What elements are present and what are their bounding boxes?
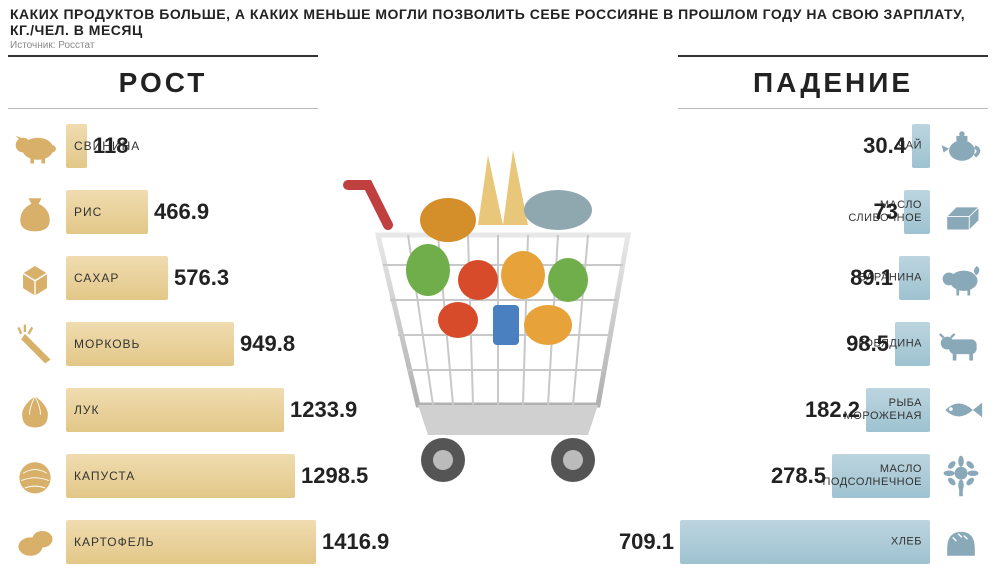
product-label: КАПУСТА (66, 469, 146, 483)
product-value: 118 (93, 133, 129, 159)
decline-row: 182.2 РЫБАМОРОЖЕНАЯ (678, 379, 988, 441)
bar-track: МОРКОВЬ 949.8 (66, 322, 318, 366)
content-area: РОСТ СВИНИНА 118 РИС 466.9 (0, 55, 1000, 575)
decline-rows: 30.4 ЧАЙ 73 МАСЛОСЛИВОЧНОЕ 89.1 БАРАНИНА… (678, 115, 988, 575)
product-label: МОРКОВЬ (66, 337, 146, 351)
decline-row: 278.5 МАСЛОПОДСОЛНЕЧНОЕ (678, 445, 988, 507)
bar-track: САХАР 576.3 (66, 256, 318, 300)
bar-track: 182.2 РЫБАМОРОЖЕНАЯ (678, 388, 930, 432)
product-value: 30.4 (863, 133, 906, 159)
product-value: 98.5 (846, 331, 889, 357)
bar-track: 709.1 ХЛЕБ (678, 520, 930, 564)
pig-icon (8, 119, 62, 173)
bar-track: КАПУСТА 1298.5 (66, 454, 318, 498)
page-title: КАКИХ ПРОДУКТОВ БОЛЬШЕ, А КАКИХ МЕНЬШЕ М… (0, 0, 1000, 40)
carrot-icon (8, 317, 62, 371)
bread-icon (934, 515, 988, 569)
growth-column: РОСТ СВИНИНА 118 РИС 466.9 (8, 55, 318, 575)
bar-track: 98.5 ГОВЯДИНА (678, 322, 930, 366)
growth-row: МОРКОВЬ 949.8 (8, 313, 318, 375)
sunflower-icon (934, 449, 988, 503)
bar-track: 89.1 БАРАНИНА (678, 256, 930, 300)
onion-icon (8, 383, 62, 437)
fish-icon (934, 383, 988, 437)
cube-icon (8, 251, 62, 305)
product-value: 466.9 (154, 199, 209, 225)
bar-track: КАРТОФЕЛЬ 1416.9 (66, 520, 318, 564)
decline-row: 73 МАСЛОСЛИВОЧНОЕ (678, 181, 988, 243)
growth-rows: СВИНИНА 118 РИС 466.9 САХАР 576.3 (8, 115, 318, 575)
decline-row: 89.1 БАРАНИНА (678, 247, 988, 309)
product-label: КАРТОФЕЛЬ (66, 535, 154, 549)
product-label: САХАР (66, 271, 146, 285)
growth-row: СВИНИНА 118 (8, 115, 318, 177)
growth-row: САХАР 576.3 (8, 247, 318, 309)
sack-icon (8, 185, 62, 239)
product-label: ЛУК (66, 403, 146, 417)
product-value: 949.8 (240, 331, 295, 357)
bar-track: РИС 466.9 (66, 190, 318, 234)
decline-row: 709.1 ХЛЕБ (678, 511, 988, 573)
growth-heading: РОСТ (8, 55, 318, 109)
teapot-icon (934, 119, 988, 173)
cart-column (318, 55, 678, 575)
shopping-cart-icon (328, 105, 668, 525)
product-value: 278.5 (771, 463, 826, 489)
product-label: МАСЛОПОДСОЛНЕЧНОЕ (823, 463, 922, 489)
growth-row: КАПУСТА 1298.5 (8, 445, 318, 507)
product-value: 89.1 (850, 265, 893, 291)
cabbage-icon (8, 449, 62, 503)
butter-icon (934, 185, 988, 239)
growth-row: КАРТОФЕЛЬ 1416.9 (8, 511, 318, 573)
product-label: РИС (66, 205, 146, 219)
product-value: 1416.9 (322, 529, 389, 555)
decline-row: 30.4 ЧАЙ (678, 115, 988, 177)
bar-track: 278.5 МАСЛОПОДСОЛНЕЧНОЕ (678, 454, 930, 498)
sheep-icon (934, 251, 988, 305)
product-label: ХЛЕБ (891, 535, 922, 548)
potato-icon (8, 515, 62, 569)
bar-track: СВИНИНА 118 (66, 124, 318, 168)
growth-row: РИС 466.9 (8, 181, 318, 243)
decline-row: 98.5 ГОВЯДИНА (678, 313, 988, 375)
product-value: 1233.9 (290, 397, 357, 423)
source-label: Источник: Росстат (0, 40, 1000, 55)
product-value: 709.1 (619, 529, 674, 555)
decline-column: ПАДЕНИЕ 30.4 ЧАЙ 73 МАСЛОСЛИВОЧНОЕ 89.1 … (678, 55, 988, 575)
growth-row: ЛУК 1233.9 (8, 379, 318, 441)
product-value: 73 (874, 199, 898, 225)
bar-track: ЛУК 1233.9 (66, 388, 318, 432)
decline-heading: ПАДЕНИЕ (678, 55, 988, 109)
bar-track: 73 МАСЛОСЛИВОЧНОЕ (678, 190, 930, 234)
cow-icon (934, 317, 988, 371)
product-value: 1298.5 (301, 463, 368, 489)
product-value: 182.2 (805, 397, 860, 423)
product-value: 576.3 (174, 265, 229, 291)
bar-track: 30.4 ЧАЙ (678, 124, 930, 168)
